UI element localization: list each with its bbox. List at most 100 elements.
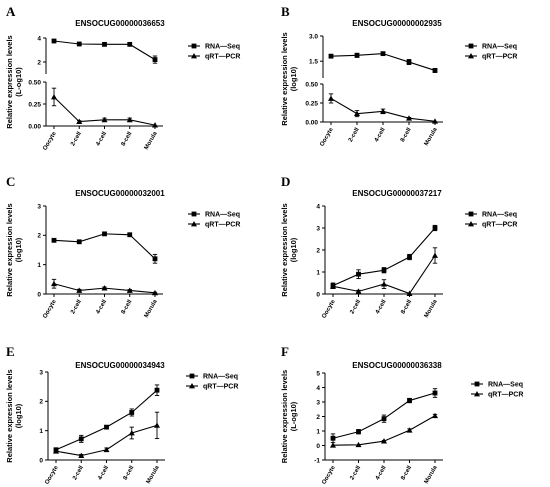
y-tick-label: 4 [316,385,320,392]
y-tick-label: 1 [37,262,41,269]
chart-d: D ENSOCUG00000037217 0 1 2 3 4 Oocyte 2-cell 4-ce… [280,174,517,320]
data-point-rnaseq [76,41,82,47]
x-tick-label: Oocyte [42,130,58,151]
legend-label-qrtpcr: qRT—PCR [205,222,240,229]
data-point-qrtpcr [53,448,59,454]
y-axis-label: Relative expression levels [5,369,14,462]
data-point-rnaseq [78,436,84,442]
panel-letter: B [281,4,290,19]
legend-label-qrtpcr: qRT—PCR [488,392,523,399]
data-point-qrtpcr [152,289,158,296]
x-tick-label: 4-cell [374,127,387,144]
x-tick-label: 2-cell [349,465,362,482]
legend-label-rnaseq: RNA—Seq [203,374,238,381]
x-tick-label: Morula [424,298,439,319]
legend-label-qrtpcr: qRT—PCR [482,54,517,61]
data-point-rnaseq [330,435,336,441]
legend-marker-qrtpcr [191,53,197,59]
data-point-rnaseq [381,416,387,422]
y-tick-label: 0.50 [28,79,41,86]
y-tick-label: 0.00 [305,119,318,126]
data-point-rnaseq [407,254,412,260]
data-point-rnaseq [432,390,438,396]
x-tick-label: Oocyte [44,464,60,485]
x-tick-label: Oocyte [42,298,58,319]
chart-f: F ENSOCUG00000036338 -1 0 1 2 3 4 5 Oocyte 2-cell 4… [280,344,523,486]
y-tick-label: 3 [316,399,320,406]
data-point-qrtpcr [101,285,108,291]
data-point-rnaseq [104,424,109,430]
legend-marker-rnaseq [189,373,195,379]
legend-marker-rnaseq [191,43,197,49]
data-point-rnaseq [51,38,57,44]
data-point-qrtpcr [76,287,83,293]
y-tick-label: 0 [37,291,41,298]
data-point-qrtpcr [128,430,135,436]
y-tick-label: 3 [316,225,320,232]
legend-label-qrtpcr: qRT—PCR [482,222,517,229]
legend-marker-rnaseq [474,381,480,387]
data-point-qrtpcr [355,288,362,294]
data-point-qrtpcr [406,290,413,296]
chart-title: ENSOCUG00000034943 [75,361,165,370]
y-tick-label: 0.25 [28,101,41,108]
x-tick-label: 2-cell [70,131,83,148]
chart-a: A ENSOCUG00000036653 0.00 0.25 0.50 2 4 Oocyte 2… [5,4,240,152]
y-tick-label: 1.5 [309,59,318,66]
y-tick-label: -1 [314,457,320,464]
chart-b: B ENSOCUG00000002935 0.00 0.25 0.50 1.5 3.0 Ooc… [280,4,517,148]
y-axis-label-unit: (log10) [14,403,23,428]
panel-f: F ENSOCUG00000036338 -1 0 1 2 3 4 5 Oocyte 2-cell 4… [275,340,550,486]
data-point-rnaseq [51,237,57,243]
x-tick-label: Morula [144,130,159,151]
data-point-rnaseq [152,57,158,62]
panel-d: D ENSOCUG00000037217 0 1 2 3 4 Oocyte 2-cell 4-ce… [275,170,550,336]
y-axis-label-unit: (log10) [289,237,298,262]
y-axis-label: Relative expression levels [280,203,289,296]
y-tick-label: 4 [316,203,320,210]
data-point-qrtpcr [51,280,57,287]
x-tick-label: 4-cell [375,465,388,482]
legend-marker-qrtpcr [468,221,474,227]
data-point-rnaseq [356,271,361,277]
legend-label-rnaseq: RNA—Seq [488,382,523,389]
data-point-qrtpcr [354,110,360,117]
panel-a: A ENSOCUG00000036653 0.00 0.25 0.50 2 4 Oocyte 2… [0,0,270,166]
y-axis-label: Relative expression levels [280,370,289,463]
x-tick-label: Morula [424,126,439,147]
legend-marker-qrtpcr [474,391,480,397]
data-point-rnaseq [328,53,334,59]
chart-title: ENSOCUG00000036653 [75,19,165,28]
data-point-qrtpcr [76,118,83,124]
x-tick-label: 4-cell [95,299,108,316]
data-point-rnaseq [406,59,412,65]
legend-label-qrtpcr: qRT—PCR [203,384,238,391]
data-point-rnaseq [127,41,133,47]
y-tick-label: 1 [39,428,43,435]
x-tick-label: 2-cell [349,299,362,316]
panel-letter: A [6,4,16,19]
y-tick-label: 3 [37,203,41,210]
y-axis-label-unit: (log10) [14,237,23,262]
x-tick-label: 4-cell [95,131,108,148]
data-point-rnaseq [432,225,438,231]
y-axis-label-unit: (log10) [289,66,298,91]
data-point-qrtpcr [432,252,438,258]
data-point-qrtpcr [51,93,57,100]
x-tick-label: 8-cell [121,131,134,148]
x-tick-label: 2-cell [348,127,361,144]
y-axis-label-unit: (L-og10) [14,67,23,97]
x-tick-label: 8-cell [400,465,413,482]
data-point-qrtpcr [330,442,336,448]
data-point-qrtpcr [432,118,438,124]
chart-c: C ENSOCUG00000032001 0 1 2 3 Oocyte 2-cell 4-cel… [5,174,240,320]
y-axis-label: Relative expression levels [280,32,289,125]
y-tick-label: 1 [316,428,320,435]
x-tick-label: 2-cell [70,299,83,316]
legend-marker-rnaseq [468,43,474,49]
chart-title: ENSOCUG00000036338 [352,361,442,370]
data-point-qrtpcr [154,422,160,428]
data-point-qrtpcr [330,283,336,289]
panel-letter: D [281,174,290,189]
legend-marker-qrtpcr [468,53,474,59]
